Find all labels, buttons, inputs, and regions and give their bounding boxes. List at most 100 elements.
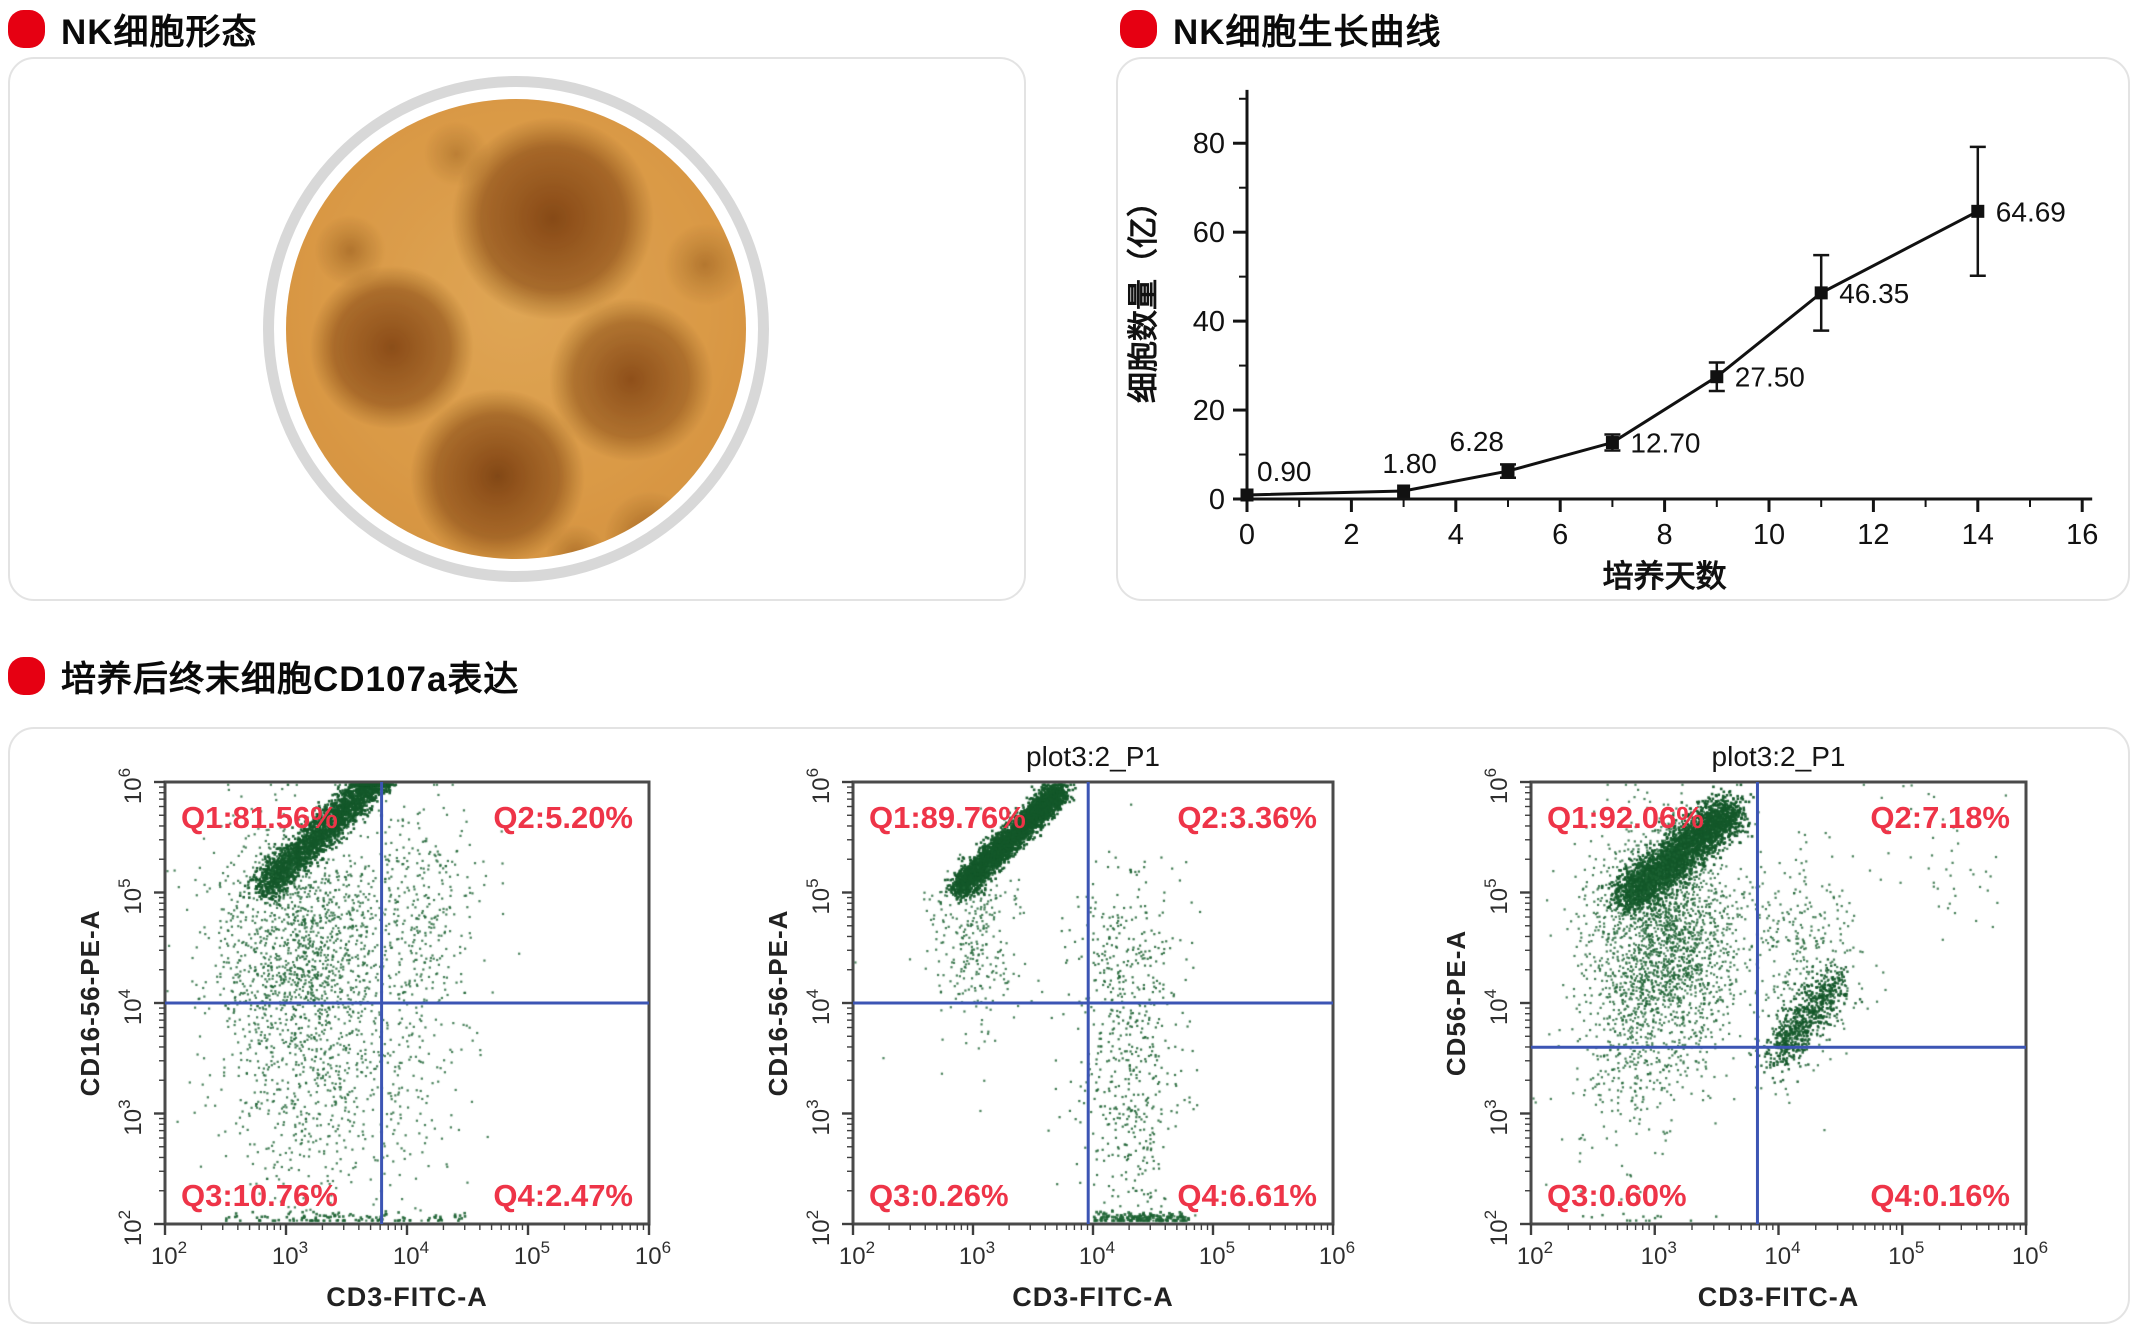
data-point-label: 27.50 <box>1735 362 1805 393</box>
x-tick-label: 106 <box>635 1238 671 1270</box>
microscopy-ring <box>263 76 769 582</box>
microscopy-image <box>286 99 746 559</box>
flow-plot-1: 102 102 103 103 104 104 105 105 106 106 Q1:81.56% Q… <box>55 729 715 1318</box>
y-tick-label: 102 <box>115 1210 147 1246</box>
growth-curve-chart: 0 20 40 60 80 0 2 4 6 8 10 12 14 16 培养天数 细胞数量（亿） 0.90 1.8… <box>1126 89 2098 594</box>
data-point-label: 1.80 <box>1382 448 1437 479</box>
x-tick-label: 104 <box>393 1238 429 1270</box>
x-tick-label: 105 <box>514 1238 550 1270</box>
x-tick-label: 102 <box>839 1238 875 1270</box>
data-point-marker <box>1971 204 1985 218</box>
y-tick-label: 20 <box>1193 395 1225 427</box>
flow-plot-2: 102 102 103 103 104 104 105 105 106 106 Q1:89.76% Q… <box>743 729 1403 1318</box>
y-tick-label: 80 <box>1193 128 1225 160</box>
q3-label: Q3:10.76% <box>181 1178 338 1213</box>
data-point-marker <box>1814 286 1828 300</box>
q4-label: Q4:6.61% <box>1177 1178 1317 1213</box>
flow3-scatter-dots <box>1531 782 2026 1224</box>
x-tick-label: 103 <box>272 1238 308 1270</box>
y-tick-label: 103 <box>115 1099 147 1135</box>
q3-label: Q3:0.60% <box>1547 1178 1687 1213</box>
data-point-marker <box>1397 484 1411 498</box>
data-point-marker <box>1240 488 1254 502</box>
growth-ylabel: 细胞数量（亿） <box>1126 186 1161 403</box>
x-tick-label: 10 <box>1753 519 1785 551</box>
q2-label: Q2:7.18% <box>1870 800 2010 835</box>
red-bullet-icon <box>1120 10 1157 48</box>
flow-xlabel: CD3-FITC-A <box>1012 1282 1173 1312</box>
section-title-cd107a: 培养后终末细胞CD107a表达 <box>61 659 520 699</box>
y-tick-label: 105 <box>803 878 835 914</box>
section-header-cd107a: 培养后终末细胞CD107a表达 <box>8 652 519 700</box>
data-point-marker <box>1710 370 1724 384</box>
q1-label: Q1:89.76% <box>869 800 1026 835</box>
y-tick-label: 40 <box>1193 306 1225 338</box>
flow-ylabel: CD56-PE-A <box>1441 930 1471 1076</box>
data-point-label: 0.90 <box>1257 456 1312 487</box>
morphology-panel <box>8 57 1026 601</box>
y-tick-label: 106 <box>115 768 147 804</box>
plot-frame <box>1529 780 2028 1226</box>
y-tick-label: 105 <box>1481 878 1513 914</box>
y-tick-label: 104 <box>1481 989 1513 1025</box>
y-tick-label: 102 <box>803 1210 835 1246</box>
x-tick-label: 105 <box>1888 1238 1924 1270</box>
flow-plot-title: plot3:2_P1 <box>1026 741 1160 772</box>
x-tick-label: 14 <box>1962 519 1994 551</box>
y-tick-label: 104 <box>115 989 147 1025</box>
data-point-marker <box>1501 464 1515 478</box>
x-tick-label: 8 <box>1657 519 1673 551</box>
data-point-label: 6.28 <box>1450 426 1505 457</box>
q4-label: Q4:0.16% <box>1870 1178 2010 1213</box>
section-title-morphology: NK细胞形态 <box>61 12 258 52</box>
y-tick-label: 103 <box>803 1099 835 1135</box>
x-tick-label: 106 <box>1319 1238 1355 1270</box>
x-tick-label: 102 <box>151 1238 187 1270</box>
q2-label: Q2:3.36% <box>1177 800 1317 835</box>
flow-ylabel: CD16-56-PE-A <box>75 910 105 1097</box>
y-tick-label: 102 <box>1481 1210 1513 1246</box>
x-tick-label: 103 <box>1641 1238 1677 1270</box>
x-tick-label: 106 <box>2012 1238 2048 1270</box>
growth-xlabel: 培养天数 <box>1603 559 1727 594</box>
x-tick-label: 4 <box>1448 519 1464 551</box>
y-tick-label: 103 <box>1481 1099 1513 1135</box>
q3-label: Q3:0.26% <box>869 1178 1009 1213</box>
x-tick-label: 103 <box>959 1238 995 1270</box>
x-tick-label: 102 <box>1517 1238 1553 1270</box>
x-tick-label: 6 <box>1552 519 1568 551</box>
y-tick-label: 106 <box>1481 768 1513 804</box>
x-tick-label: 104 <box>1079 1238 1115 1270</box>
x-tick-label: 0 <box>1239 519 1255 551</box>
section-header-growth: NK细胞生长曲线 <box>1120 5 1442 53</box>
x-tick-label: 104 <box>1764 1238 1800 1270</box>
q1-label: Q1:92.06% <box>1547 800 1704 835</box>
cell-mottle-texture <box>286 99 746 559</box>
data-point-label: 46.35 <box>1839 278 1909 309</box>
y-tick-label: 104 <box>803 989 835 1025</box>
section-title-growth: NK细胞生长曲线 <box>1173 12 1442 52</box>
flow-plot-title: plot3:2_P1 <box>1712 741 1846 772</box>
y-tick-label: 105 <box>115 878 147 914</box>
data-point-label: 12.70 <box>1630 428 1700 459</box>
x-tick-label: 2 <box>1343 519 1359 551</box>
flow-xlabel: CD3-FITC-A <box>1698 1282 1859 1312</box>
flow-plot-3: 102 102 103 103 104 104 105 105 106 106 Q1:92.06% Q… <box>1421 729 2096 1318</box>
q2-label: Q2:5.20% <box>493 800 633 835</box>
growth-line <box>1246 209 1979 497</box>
data-point-marker <box>1605 436 1619 450</box>
x-tick-label: 12 <box>1857 519 1889 551</box>
cd107a-panel: 102 102 103 103 104 104 105 105 106 106 Q1:81.56% Q… <box>8 727 2130 1324</box>
y-tick-label: 0 <box>1209 484 1225 516</box>
red-bullet-icon <box>8 10 45 48</box>
flow-xlabel: CD3-FITC-A <box>326 1282 487 1312</box>
red-bullet-icon <box>8 657 45 695</box>
y-tick-label: 106 <box>803 768 835 804</box>
data-point-label: 64.69 <box>1996 196 2066 227</box>
q1-label: Q1:81.56% <box>181 800 338 835</box>
q4-label: Q4:2.47% <box>493 1178 633 1213</box>
x-tick-label: 105 <box>1199 1238 1235 1270</box>
